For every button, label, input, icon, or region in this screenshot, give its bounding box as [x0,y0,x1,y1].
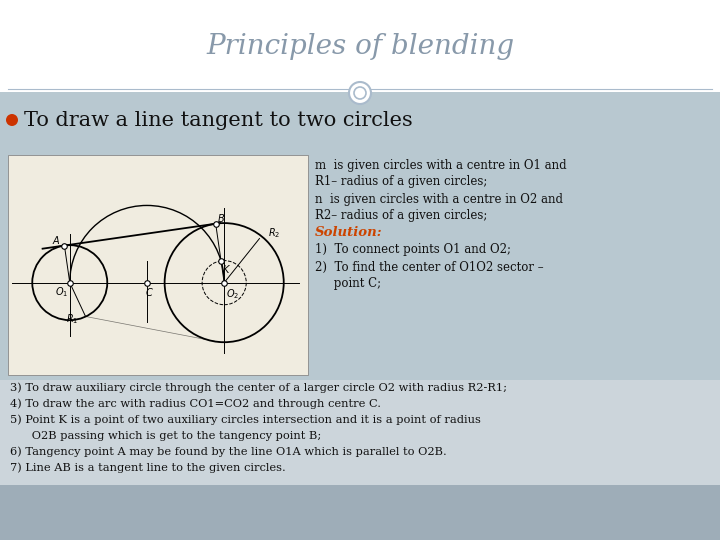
Circle shape [349,82,371,104]
Text: 4) To draw the arc with radius CO1=CO2 and through centre C.: 4) To draw the arc with radius CO1=CO2 a… [10,399,381,409]
Text: $B$: $B$ [217,212,225,225]
Text: m  is given circles with a centre in O1 and: m is given circles with a centre in O1 a… [315,159,567,172]
Text: To draw a line tangent to two circles: To draw a line tangent to two circles [24,111,413,130]
Text: 6) Tangency point A may be found by the line O1A which is parallel to O2B.: 6) Tangency point A may be found by the … [10,447,446,457]
Text: O2B passing which is get to the tangency point B;: O2B passing which is get to the tangency… [10,431,321,441]
Text: n  is given circles with a centre in O2 and: n is given circles with a centre in O2 a… [315,192,563,206]
Text: $C$: $C$ [145,286,153,299]
Text: R1– radius of a given circles;: R1– radius of a given circles; [315,176,487,188]
Text: Solution:: Solution: [315,226,382,240]
Text: $O_1$: $O_1$ [55,286,68,299]
Bar [0,380,720,485]
Text: $A$: $A$ [53,234,60,246]
Text: 2)  To find the center of O1O2 sector –: 2) To find the center of O1O2 sector – [315,260,544,273]
Text: 5) Point K is a point of two auxiliary circles intersection and it is a point of: 5) Point K is a point of two auxiliary c… [10,415,481,426]
Text: point C;: point C; [315,278,381,291]
Text: 1)  To connect points O1 and O2;: 1) To connect points O1 and O2; [315,244,511,256]
Text: R2– radius of a given circles;: R2– radius of a given circles; [315,210,487,222]
Bar [0,0,720,92]
Text: Principles of blending: Principles of blending [206,32,514,59]
Text: 7) Line AB is a tangent line to the given circles.: 7) Line AB is a tangent line to the give… [10,463,286,473]
Text: $O_2$: $O_2$ [225,287,239,301]
Text: $R_2$: $R_2$ [269,226,281,240]
Circle shape [6,114,18,126]
Circle shape [354,87,366,99]
Text: $K$: $K$ [222,263,231,275]
Bar [0,92,720,485]
Bar [8,155,308,375]
Text: $R_1$: $R_1$ [66,312,78,326]
Bar [0,485,720,540]
Text: 3) To draw auxiliary circle through the center of a larger circle O2 with radius: 3) To draw auxiliary circle through the … [10,383,507,393]
